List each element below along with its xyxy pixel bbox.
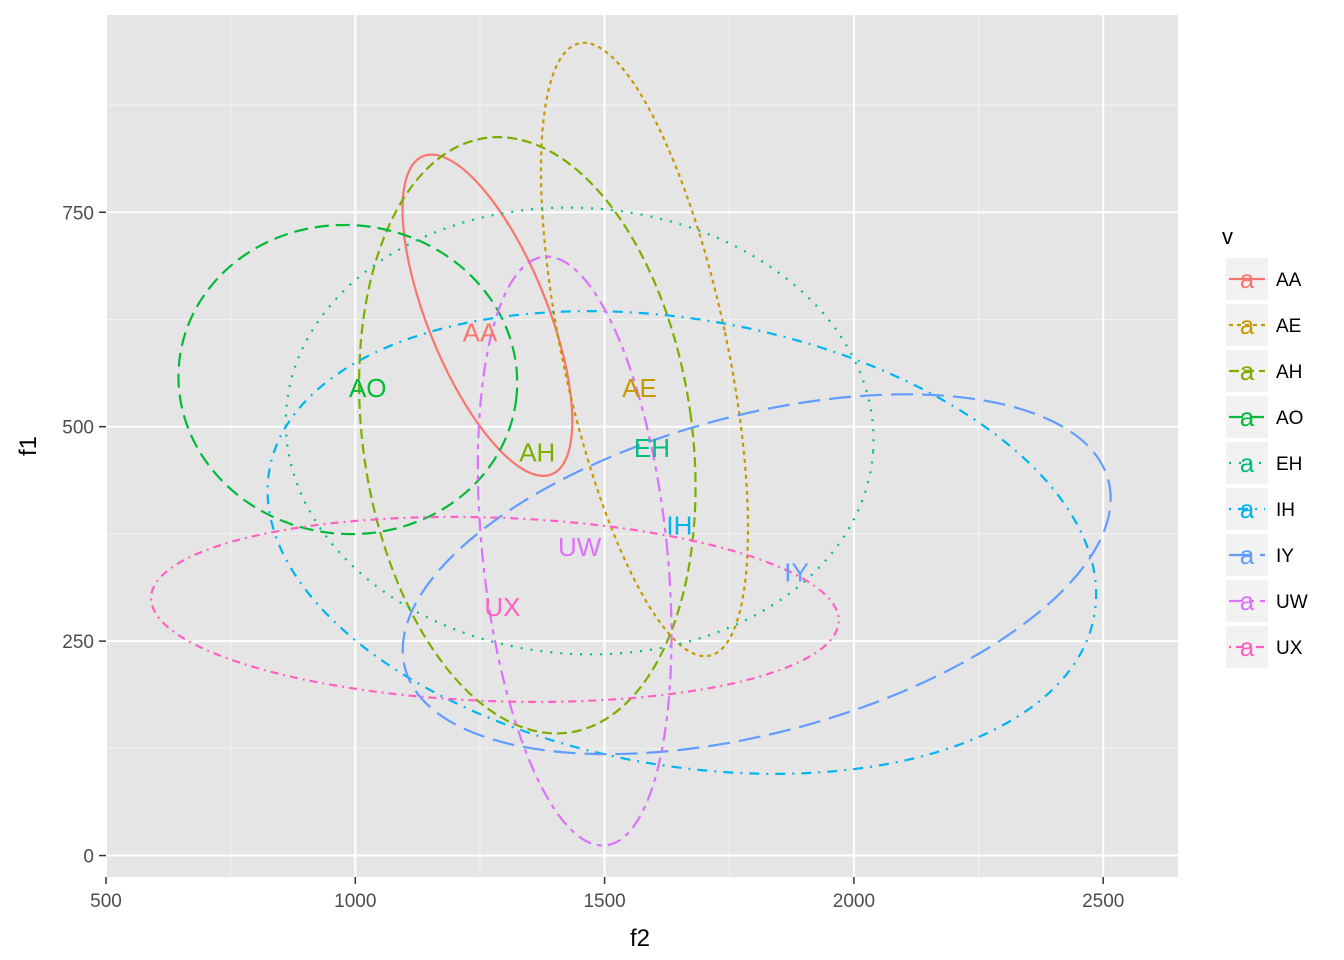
legend-label: AE	[1276, 316, 1301, 337]
legend-item-uw: a UW	[1226, 580, 1308, 622]
x-axis-title: f2	[630, 925, 650, 952]
ellipse-eh	[284, 206, 875, 656]
ellipse-label-ao: AO	[349, 373, 387, 403]
ellipse-label-eh: EH	[634, 433, 670, 463]
legend-label: IH	[1276, 500, 1295, 521]
legend-key-glyph: a	[1240, 402, 1255, 432]
legend-item-ae: a AE	[1226, 304, 1301, 346]
x-tick-label: 2000	[833, 891, 875, 912]
legend-item-ao: a AO	[1226, 396, 1303, 438]
legend-key-glyph: a	[1240, 586, 1255, 616]
legend-title: v	[1222, 224, 1233, 249]
x-tick-label: 500	[90, 891, 122, 912]
y-tick-label: 0	[83, 847, 94, 868]
legend-label: UW	[1276, 592, 1308, 613]
ellipse-aa	[401, 153, 574, 477]
legend-item-eh: a EH	[1226, 442, 1302, 484]
legend-item-ah: a AH	[1226, 350, 1302, 392]
legend-key-glyph: a	[1240, 264, 1255, 294]
y-tick-label: 250	[62, 632, 94, 653]
ellipse-uw	[476, 255, 673, 847]
legend-key-glyph: a	[1240, 540, 1255, 570]
y-axis-title: f1	[15, 436, 42, 456]
ellipse-label-ae: AE	[622, 373, 657, 403]
legend-label: AH	[1276, 362, 1302, 383]
y-tick-label: 750	[62, 203, 94, 224]
legend-label: IY	[1276, 546, 1294, 567]
ellipse-label-uw: UW	[558, 532, 602, 562]
ellipse-label-aa: AA	[463, 317, 498, 347]
legend: v a AA a AE a AH a AO a EH a IH a IY a UW a UX	[1222, 224, 1308, 668]
ellipse-ah	[358, 136, 697, 735]
ellipse-label-ih: IH	[666, 510, 692, 540]
legend-item-aa: a AA	[1226, 258, 1302, 300]
grid-minor	[106, 15, 1178, 877]
ellipse-ux	[149, 515, 840, 703]
ellipse-label-ah: AH	[519, 437, 555, 467]
legend-item-ux: a UX	[1226, 626, 1303, 668]
ellipse-iy	[401, 393, 1112, 756]
legend-key-glyph: a	[1240, 356, 1255, 386]
ellipse-ao	[177, 223, 519, 536]
x-tick-label: 1000	[334, 891, 376, 912]
ellipse-ih	[266, 310, 1098, 775]
x-axis: 500 1000 1500 2000 2500	[90, 877, 1124, 912]
plot-panel	[106, 15, 1178, 877]
ellipse-label-iy: IY	[784, 558, 809, 588]
legend-label: EH	[1276, 454, 1302, 475]
legend-label: UX	[1276, 638, 1303, 659]
legend-key-glyph: a	[1240, 494, 1255, 524]
legend-item-iy: a IY	[1226, 534, 1294, 576]
ellipses	[149, 41, 1112, 847]
y-tick-label: 500	[62, 418, 94, 439]
x-tick-label: 1500	[583, 891, 625, 912]
legend-key-glyph: a	[1240, 632, 1255, 662]
legend-key-glyph: a	[1240, 448, 1255, 478]
ellipse-ae	[539, 41, 750, 658]
legend-label: AO	[1276, 408, 1303, 429]
legend-label: AA	[1276, 270, 1302, 291]
legend-key-glyph: a	[1240, 310, 1255, 340]
ellipse-labels: AA AE AH AO EH IH IY UW UX	[349, 317, 809, 621]
legend-item-ih: a IH	[1226, 488, 1295, 530]
ellipse-label-ux: UX	[484, 592, 520, 622]
x-tick-label: 2500	[1082, 891, 1124, 912]
y-axis: 0 250 500 750	[62, 203, 106, 868]
